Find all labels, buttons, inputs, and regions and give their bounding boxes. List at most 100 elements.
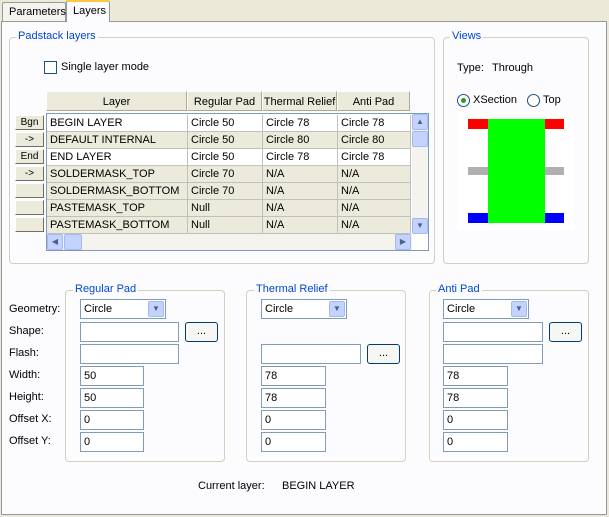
cell-layer: BEGIN LAYER [47,115,188,132]
thermal-relief-offset-x-input[interactable]: 0 [261,410,326,430]
thermal-relief-geometry-value: Circle [265,303,294,315]
thermal-relief-flash-input[interactable] [261,344,361,364]
regular-pad-shape-browse-button[interactable]: ... [185,322,218,342]
xsection-radio-label: XSection [473,94,518,106]
tab-layers[interactable]: Layers [66,0,110,22]
anti-pad-geometry-select[interactable]: Circle ▼ [443,299,529,319]
anti-pad-offset-x-input[interactable]: 0 [443,410,508,430]
thermal-relief-title: Thermal Relief [254,283,330,295]
cell-anti-pad: Circle 78 [338,149,411,166]
cell-layer: DEFAULT INTERNAL [47,132,188,149]
cell-layer: SOLDERMASK_BOTTOM [47,183,188,200]
geometry-label: Geometry: [9,303,61,315]
type-value: Through [492,62,533,74]
current-layer-label: Current layer: [198,480,265,492]
cell-anti-pad: N/A [338,166,411,183]
cell-regular-pad: Circle 70 [188,166,263,183]
cell-anti-pad: Circle 78 [338,115,411,132]
chevron-down-icon[interactable]: ▼ [511,301,527,317]
shape-label: Shape: [9,325,44,337]
cell-layer: PASTEMASK_TOP [47,200,188,217]
single-layer-mode-label: Single layer mode [61,61,150,73]
regular-pad-width-input[interactable]: 50 [80,366,144,386]
regular-pad-flash-input[interactable] [80,344,179,364]
thermal-relief-geometry-select[interactable]: Circle ▼ [261,299,347,319]
scroll-right-icon[interactable]: ▶ [395,234,411,250]
anti-pad-offset-y-input[interactable]: 0 [443,432,508,452]
scroll-down-icon[interactable]: ▼ [412,218,428,234]
width-label: Width: [9,369,41,381]
padstack-layers-group [9,37,435,264]
regular-pad-title: Regular Pad [73,283,139,295]
cell-thermal-relief: N/A [263,200,338,217]
cell-thermal-relief: Circle 80 [263,132,338,149]
thermal-relief-flash-browse-button[interactable]: ... [367,344,400,364]
row-arrow-button[interactable]: -> [15,132,44,147]
regular-pad-offset-x-input[interactable]: 0 [80,410,144,430]
flash-label: Flash: [9,347,39,359]
height-label: Height: [9,391,44,403]
chevron-down-icon[interactable]: ▼ [148,301,164,317]
offset-y-label: Offset Y: [9,435,51,447]
column-header-layer[interactable]: Layer [46,91,187,111]
anti-pad-width-input[interactable]: 78 [443,366,508,386]
anti-pad-shape-browse-button[interactable]: ... [549,322,582,342]
column-header-regular-pad[interactable]: Regular Pad [187,91,262,111]
row-select-button[interactable] [15,217,44,232]
cell-layer: END LAYER [47,149,188,166]
regular-pad-height-input[interactable]: 50 [80,388,144,408]
cell-regular-pad: Null [188,217,263,234]
column-header-thermal-relief[interactable]: Thermal Relief [262,91,337,111]
cell-anti-pad: Circle 80 [338,132,411,149]
cell-regular-pad: Circle 50 [188,149,263,166]
top-radio[interactable] [527,94,540,107]
xsection-radio[interactable] [457,94,470,107]
regular-pad-shape-input[interactable] [80,322,179,342]
vertical-scroll-thumb[interactable] [412,131,428,147]
regular-pad-group [65,290,225,462]
begin-layer-button[interactable]: Bgn [15,115,44,130]
cell-anti-pad: N/A [338,183,411,200]
type-label: Type: [457,62,484,74]
anti-pad-shape-input[interactable] [443,322,543,342]
cell-thermal-relief: N/A [263,183,338,200]
regular-pad-geometry-value: Circle [84,303,113,315]
current-layer-value: BEGIN LAYER [282,480,355,492]
thermal-relief-height-input[interactable]: 78 [261,388,326,408]
row-arrow-button[interactable]: -> [15,166,44,181]
anti-pad-geometry-value: Circle [447,303,476,315]
single-layer-mode-checkbox[interactable] [44,61,57,74]
cell-layer: PASTEMASK_BOTTOM [47,217,188,234]
anti-pad-height-input[interactable]: 78 [443,388,508,408]
thermal-relief-offset-y-input[interactable]: 0 [261,432,326,452]
row-select-button[interactable] [15,183,44,198]
offset-x-label: Offset X: [9,413,52,425]
scroll-up-icon[interactable]: ▲ [412,114,428,130]
regular-pad-offset-y-input[interactable]: 0 [80,432,144,452]
tab-parameters[interactable]: Parameters [2,2,66,22]
regular-pad-geometry-select[interactable]: Circle ▼ [80,299,166,319]
horizontal-scroll-thumb[interactable] [64,234,82,250]
row-select-button[interactable] [15,200,44,215]
end-layer-button[interactable]: End [15,149,44,164]
scroll-left-icon[interactable]: ◀ [47,234,63,250]
column-header-anti-pad[interactable]: Anti Pad [337,91,410,111]
cell-regular-pad: Circle 50 [188,115,263,132]
table-horizontal-scrollbar[interactable]: ◀ ▶ [47,234,412,250]
padstack-layers-title: Padstack layers [16,30,98,42]
cell-anti-pad: N/A [338,200,411,217]
cell-anti-pad: N/A [338,217,411,234]
cell-thermal-relief: N/A [263,166,338,183]
anti-pad-group [429,290,589,462]
anti-pad-flash-input[interactable] [443,344,543,364]
thermal-relief-width-input[interactable]: 78 [261,366,326,386]
anti-pad-title: Anti Pad [436,283,482,295]
chevron-down-icon[interactable]: ▼ [329,301,345,317]
table-vertical-scrollbar[interactable]: ▲ ▼ [412,114,428,234]
cross-section-preview [457,112,575,230]
views-group [443,37,589,264]
views-title: Views [450,30,484,42]
cell-thermal-relief: Circle 78 [263,115,338,132]
cell-thermal-relief: N/A [263,217,338,234]
cell-layer: SOLDERMASK_TOP [47,166,188,183]
